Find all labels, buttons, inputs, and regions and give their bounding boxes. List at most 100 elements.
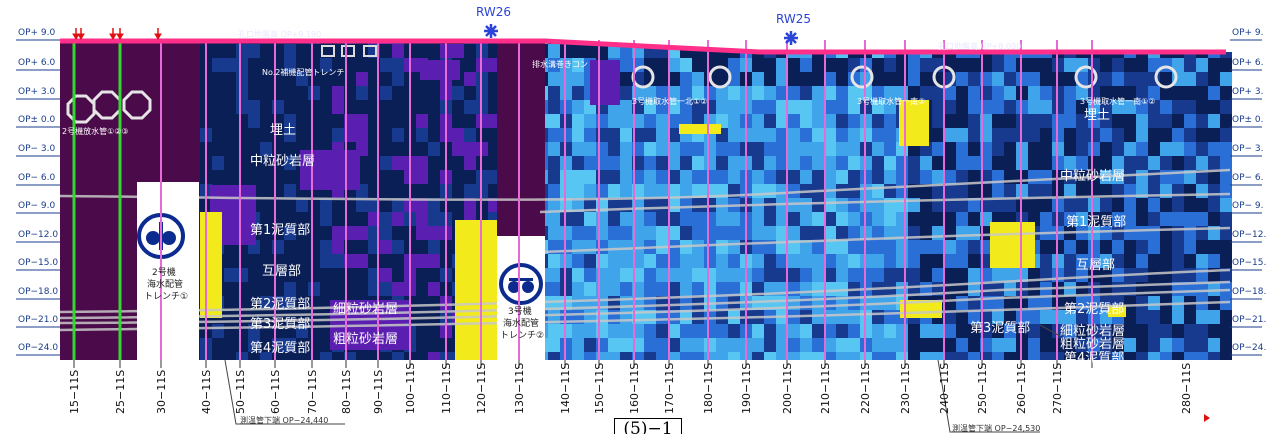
- temperature-cell: [824, 58, 836, 72]
- temperature-cell: [1064, 100, 1076, 114]
- temperature-cell: [392, 100, 404, 114]
- temperature-cell: [548, 254, 560, 268]
- temperature-cell: [824, 310, 836, 324]
- temperature-cell: [248, 86, 260, 100]
- temperature-cell: [1220, 338, 1232, 352]
- temperature-cell: [812, 100, 824, 114]
- temperature-cell: [656, 226, 668, 240]
- temperature-cell: [296, 338, 308, 352]
- temperature-cell: [1004, 156, 1016, 170]
- temperature-cell: [572, 86, 584, 100]
- temperature-cell: [1184, 338, 1196, 352]
- temperature-cell: [944, 240, 956, 254]
- temperature-cell: [932, 324, 944, 338]
- temperature-cell: [704, 338, 716, 352]
- temperature-cell: [776, 128, 788, 142]
- temperature-cell: [596, 240, 608, 254]
- temperature-cell: [836, 156, 848, 170]
- temperature-cell: [1160, 352, 1172, 360]
- temperature-cell: [608, 352, 620, 360]
- temperature-cell: [452, 184, 464, 198]
- temperature-cell: [1004, 184, 1016, 198]
- temperature-cell: [1160, 254, 1172, 268]
- borehole-lines: [72, 40, 1093, 360]
- temperature-cell: [260, 58, 272, 72]
- temperature-cell: [680, 296, 692, 310]
- temperature-cell: [896, 254, 908, 268]
- temperature-cell: [752, 156, 764, 170]
- temperature-cell: [260, 212, 272, 226]
- temperature-cell: [380, 86, 392, 100]
- temperature-cell: [788, 240, 800, 254]
- temperature-cell: [284, 142, 296, 156]
- temperature-cell: [1112, 40, 1124, 44]
- temperature-cell: [1028, 268, 1040, 282]
- temperature-cell: [848, 226, 860, 240]
- temperature-cell: [428, 44, 440, 58]
- temperature-cell: [992, 352, 1004, 360]
- temperature-cell: [620, 170, 632, 184]
- temperature-cell: [1076, 324, 1088, 338]
- temperature-cell: [1088, 240, 1100, 254]
- temperature-cell: [956, 72, 968, 86]
- temperature-cell: [380, 58, 392, 72]
- temperature-cell: [656, 268, 668, 282]
- temperature-cell: [872, 352, 884, 360]
- temperature-cell: [644, 86, 656, 100]
- drain-concrete-label: 排水溝巻きコン: [532, 60, 588, 69]
- temperature-cell: [620, 352, 632, 360]
- temperature-cell: [704, 212, 716, 226]
- temperature-cell: [416, 86, 428, 100]
- temperature-cell: [284, 128, 296, 142]
- temperature-cell: [416, 100, 428, 114]
- temperature-cell: [1076, 310, 1088, 324]
- temperature-cell: [956, 86, 968, 100]
- temperature-cell: [1100, 254, 1112, 268]
- temperature-cell: [668, 170, 680, 184]
- temperature-cell: [824, 240, 836, 254]
- temperature-cell: [968, 100, 980, 114]
- temperature-cell: [764, 58, 776, 72]
- temperature-cell: [1196, 40, 1208, 44]
- temperature-cell: [824, 324, 836, 338]
- temperature-cell: [836, 58, 848, 72]
- pipe-circle-3: [850, 65, 874, 89]
- temperature-cell: [668, 296, 680, 310]
- temperature-cell: [824, 170, 836, 184]
- temperature-cell: [1148, 240, 1160, 254]
- temperature-cell: [284, 296, 296, 310]
- temperature-cell: [572, 128, 584, 142]
- temperature-cell: [1148, 86, 1160, 100]
- temperature-cell: [260, 352, 272, 360]
- temperature-cell: [836, 212, 848, 226]
- temperature-cell: [920, 324, 932, 338]
- temperature-cell: [320, 72, 332, 86]
- temperature-cell: [308, 352, 320, 360]
- temperature-cell: [272, 352, 284, 360]
- temperature-cell: [224, 170, 236, 184]
- temperature-cell: [296, 226, 308, 240]
- pipe-circle-6: [1154, 65, 1178, 89]
- temperature-cell: [1100, 240, 1112, 254]
- temperature-cell: [1148, 58, 1160, 72]
- temperature-cell: [896, 72, 908, 86]
- station-label: 80−11S: [340, 369, 353, 414]
- temperature-cell: [944, 100, 956, 114]
- temperature-cell: [1208, 254, 1220, 268]
- temperature-cell: [1004, 310, 1016, 324]
- temperature-cell: [584, 114, 596, 128]
- temperature-cell: [848, 114, 860, 128]
- temperature-cell: [752, 58, 764, 72]
- temperature-cell: [356, 282, 368, 296]
- temperature-cell: [596, 254, 608, 268]
- temperature-cell: [704, 324, 716, 338]
- temperature-cell: [356, 114, 368, 128]
- temperature-cell: [668, 72, 680, 86]
- temperature-cell: [1100, 86, 1112, 100]
- temperature-cell: [1172, 212, 1184, 226]
- temperature-cell: [692, 40, 704, 44]
- temperature-cell: [704, 268, 716, 282]
- temperature-cell: [1148, 268, 1160, 282]
- temperature-cell: [992, 156, 1004, 170]
